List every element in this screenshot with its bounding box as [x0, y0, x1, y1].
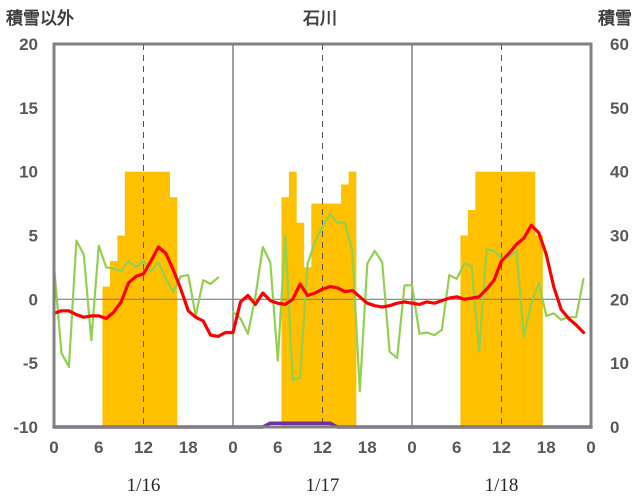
snow-bar — [169, 197, 178, 427]
y-right-tick-label: 50 — [610, 99, 629, 118]
red-series-line — [52, 223, 586, 338]
y-left-tick-label: 5 — [29, 227, 38, 246]
day-label: 1/17 — [306, 475, 340, 496]
x-tick-label: 0 — [228, 438, 237, 457]
snow-bar — [467, 209, 476, 427]
green-series-line — [52, 212, 585, 393]
y-left-title: 積雪以外 — [6, 8, 74, 28]
x-tick-label: 12 — [492, 438, 511, 457]
snow-bar — [535, 235, 543, 427]
snow-bar — [311, 203, 320, 427]
snow-bar — [326, 203, 334, 427]
y-right-tick-label: 40 — [610, 163, 629, 182]
x-tick-label: 18 — [358, 438, 377, 457]
x-tick-label: 6 — [94, 438, 103, 457]
x-tick-label: 6 — [273, 438, 282, 457]
y-left-tick-label: 20 — [19, 35, 38, 54]
x-tick-label: 6 — [452, 438, 461, 457]
day-label: 1/16 — [127, 475, 161, 496]
y-left-tick-label: 15 — [19, 99, 38, 118]
y-left-tick-label: 0 — [29, 290, 38, 309]
y-left-tick-label: -10 — [13, 418, 38, 437]
y-left-tick-label: -5 — [23, 354, 38, 373]
y-right-tick-label: 30 — [610, 227, 629, 246]
y-right-tick-label: 10 — [610, 354, 629, 373]
day-label: 1/18 — [485, 475, 519, 496]
y-right-tick-label: 60 — [610, 35, 629, 54]
snow-bar — [117, 235, 126, 427]
y-right-title: 積雪 — [598, 8, 632, 28]
x-tick-label: 0 — [586, 438, 595, 457]
x-tick-label: 12 — [134, 438, 153, 457]
x-tick-label: 18 — [537, 438, 556, 457]
snow-bar — [109, 261, 118, 427]
snow-bar — [341, 184, 349, 427]
snow-bar — [281, 197, 290, 427]
snow-bar — [318, 203, 327, 427]
snow-bar — [460, 235, 469, 427]
x-tick-label: 0 — [49, 438, 58, 457]
snow-bar — [296, 222, 305, 427]
plot-frame — [52, 42, 593, 429]
y-right-tick-label: 20 — [610, 290, 629, 309]
snow-bar — [333, 203, 342, 427]
snow-bar — [102, 286, 111, 427]
x-tick-label: 12 — [313, 438, 332, 457]
y-left-tick-label: 10 — [19, 163, 38, 182]
x-tick-label: 18 — [179, 438, 198, 457]
snow-bar — [303, 267, 312, 427]
chart-title: 石川 — [302, 9, 337, 28]
x-tick-label: 0 — [407, 438, 416, 457]
y-right-tick-label: 0 — [610, 418, 619, 437]
